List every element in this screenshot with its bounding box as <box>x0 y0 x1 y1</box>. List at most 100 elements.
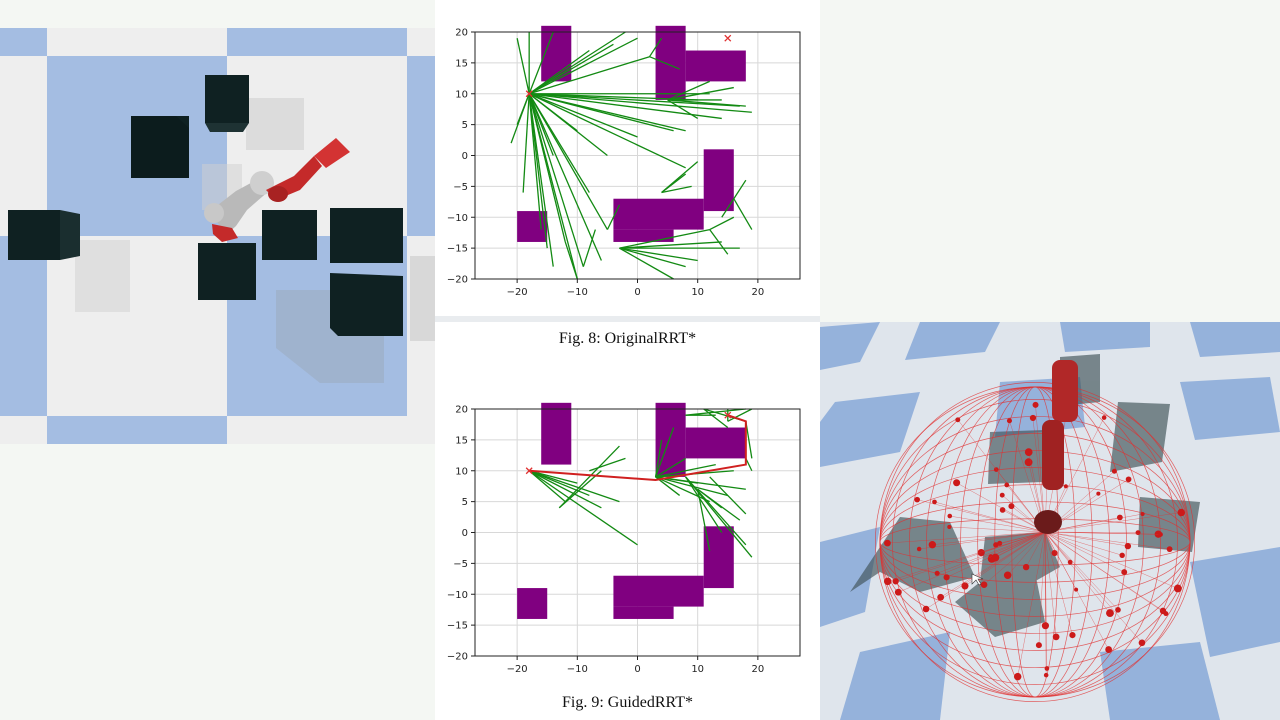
sphere-sample-point <box>999 492 1005 498</box>
sphere-sample-point <box>1163 611 1169 617</box>
tree-edge <box>733 198 753 230</box>
sphere-sample-point <box>991 553 1000 562</box>
sphere-sample-point <box>1063 484 1068 489</box>
floor-tile-blue <box>1060 322 1150 352</box>
rrt-tree <box>510 31 753 280</box>
obstacles <box>517 402 746 619</box>
sphere-sample-point <box>1125 476 1132 483</box>
y-tick-label: 0 <box>462 528 468 539</box>
goal-marker-stroke <box>724 34 732 42</box>
floor-tile-blue <box>227 28 407 56</box>
obstacle <box>685 427 746 459</box>
floor-tile-blue <box>0 28 47 56</box>
tree-edge <box>685 408 746 416</box>
tree-edge <box>529 93 686 132</box>
tree-edge <box>649 56 680 70</box>
goal-marker <box>724 411 732 419</box>
obstacle <box>613 198 704 230</box>
tree-edge <box>528 93 554 156</box>
tree-edge <box>528 93 638 138</box>
sphere-sample-point <box>1138 639 1146 647</box>
tree-edge <box>528 31 626 95</box>
tree-edge <box>619 247 686 268</box>
floor-tile-blue <box>840 632 950 720</box>
tree-edge <box>619 247 674 280</box>
tree-edge <box>667 99 699 120</box>
block-shadow <box>246 98 304 150</box>
sphere-sample-point <box>1006 418 1012 424</box>
sphere-sample-point <box>993 542 999 548</box>
figure-9-caption: Fig. 9: GuidedRRT* <box>561 694 694 711</box>
tree-edge <box>661 185 692 194</box>
floor-tile-blue <box>1100 642 1220 720</box>
obstacle-block <box>262 210 317 260</box>
sphere-sample-point <box>937 593 945 601</box>
obstacle-box <box>955 572 1045 637</box>
tree-edge <box>528 31 554 94</box>
block-shadow <box>75 240 130 312</box>
sphere-sample-point <box>1069 632 1076 639</box>
tree-edge <box>528 470 620 503</box>
sphere-edge <box>1044 531 1143 643</box>
sphere-sample-point <box>1116 514 1123 521</box>
sphere-edge <box>898 531 1046 593</box>
start-marker-stroke <box>525 90 533 98</box>
sphere-edge <box>956 482 1046 533</box>
tree-edge <box>528 93 602 261</box>
obstacle-block <box>330 273 403 336</box>
y-tick-label: 10 <box>455 89 468 100</box>
sphere-sample-point <box>1067 559 1073 565</box>
tree-edge <box>709 229 729 255</box>
tree-edge <box>709 476 747 515</box>
paper-figure-panel: −20 −10 0 10 20 20 15 10 5 0 −5 −10 −15 −20 Fig. 8: O… <box>435 0 820 720</box>
tree-edge <box>528 93 590 193</box>
x-tick-label: 20 <box>752 664 765 675</box>
tree-edge <box>667 99 746 107</box>
obstacle-block <box>8 210 60 260</box>
tree-edge <box>589 457 626 472</box>
sphere-sample-point <box>1124 542 1132 550</box>
sphere-sample-point <box>1043 672 1049 678</box>
sphere-edge <box>949 515 1046 533</box>
sphere-sample-point <box>980 581 988 589</box>
floor-tile-blue <box>407 56 435 236</box>
y-tick-label: −10 <box>447 213 468 224</box>
sphere-edge <box>1025 531 1046 568</box>
sphere-sample-point <box>1022 563 1030 571</box>
tree-edge <box>697 489 711 552</box>
y-tick-label: 15 <box>455 435 468 446</box>
obstacle-block <box>330 208 403 263</box>
tree-edge <box>655 476 746 490</box>
sphere-sample-point <box>934 570 940 576</box>
x-tick-label: −20 <box>507 287 528 298</box>
tree-edge <box>661 161 699 194</box>
right-simulation-view <box>820 322 1280 720</box>
obstacle <box>613 606 674 619</box>
start-marker-stroke <box>525 467 533 475</box>
tree-edge <box>528 470 602 509</box>
tree-edge <box>655 457 686 478</box>
sphere-sample-point <box>1003 571 1012 580</box>
x-tick-label: 0 <box>634 664 640 675</box>
sphere-edge <box>1044 531 1167 614</box>
tree-edge <box>619 241 722 249</box>
sphere-sample-point <box>977 548 985 557</box>
sphere-sample-point <box>892 578 899 585</box>
floor-tile-blue <box>47 416 227 444</box>
sphere-sample-point <box>1158 532 1163 537</box>
y-tick-label: 20 <box>455 28 468 39</box>
sphere-sample-point <box>1101 415 1107 420</box>
tree-edge <box>703 408 729 429</box>
sphere-sample-point <box>955 417 961 423</box>
tree-edge <box>619 247 698 262</box>
sphere-edge <box>1044 531 1123 556</box>
sphere-edge <box>1044 531 1170 550</box>
sphere-edge <box>925 531 1046 610</box>
sphere-edge <box>919 531 1046 550</box>
x-tick-label: 20 <box>752 287 765 298</box>
sphere-sample-point <box>883 577 892 586</box>
y-tick-label: −5 <box>453 182 468 193</box>
tree-edge <box>582 229 596 267</box>
tree-edge <box>654 439 663 478</box>
start-marker <box>525 90 533 98</box>
